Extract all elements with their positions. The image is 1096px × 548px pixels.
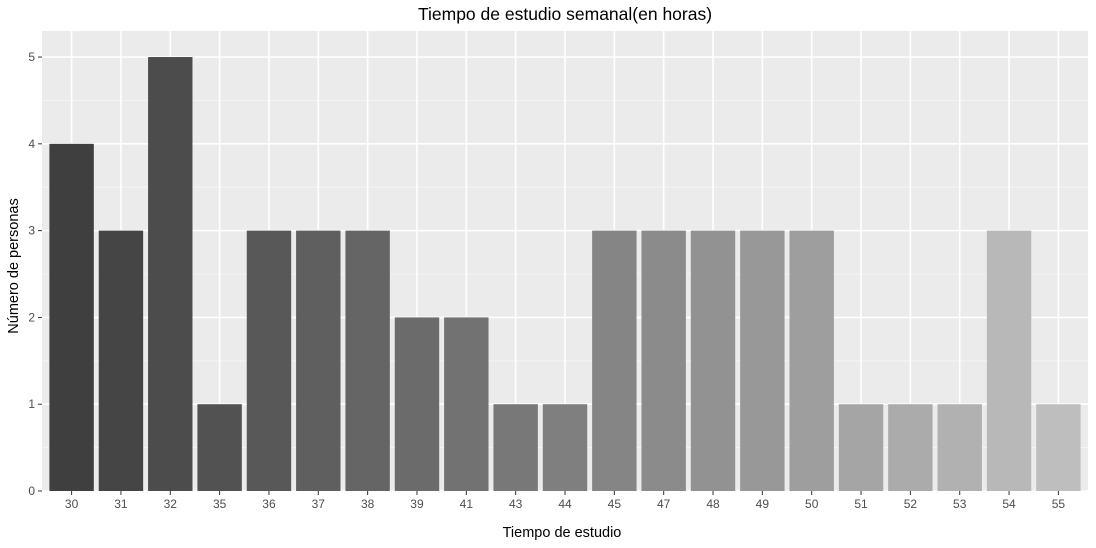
bar <box>542 404 588 491</box>
x-tick-label: 54 <box>1002 497 1016 511</box>
x-tick-label: 37 <box>312 497 326 511</box>
bar <box>1036 404 1081 491</box>
x-tick-label: 31 <box>114 497 128 511</box>
bar <box>888 404 933 491</box>
x-axis-ticks: 30 31 32 35 36 37 38 39 41 43 44 45 47 48 49 50 51 52 53 54… <box>65 491 1065 511</box>
x-tick-label: 41 <box>460 497 474 511</box>
bar <box>838 404 884 491</box>
y-tick-label: 1 <box>28 397 35 411</box>
x-tick-label: 47 <box>657 497 671 511</box>
bar <box>690 230 736 492</box>
bar <box>740 230 785 492</box>
bar <box>986 230 1032 492</box>
y-axis-ticks: 0 1 2 3 4 5 <box>28 50 42 498</box>
bar <box>98 230 144 492</box>
x-axis-title: Tiempo de estudio <box>503 525 622 541</box>
x-tick-label: 45 <box>608 497 622 511</box>
x-tick-label: 38 <box>361 497 375 511</box>
bar <box>394 317 440 491</box>
x-tick-label: 53 <box>953 497 967 511</box>
x-tick-label: 48 <box>706 497 720 511</box>
x-tick-label: 43 <box>509 497 523 511</box>
y-axis-title: Número de personas <box>6 198 22 333</box>
bar <box>246 230 292 492</box>
x-tick-label: 50 <box>805 497 819 511</box>
bar <box>197 404 242 491</box>
x-tick-label: 39 <box>410 497 424 511</box>
chart-title: Tiempo de estudio semanal(en horas) <box>418 4 712 24</box>
bar <box>493 404 538 491</box>
x-tick-label: 32 <box>164 497 178 511</box>
bar <box>444 317 489 491</box>
bar <box>296 230 341 492</box>
y-tick-label: 0 <box>28 484 35 498</box>
x-tick-label: 44 <box>558 497 572 511</box>
y-tick-label: 5 <box>28 50 35 64</box>
bar <box>592 230 637 492</box>
x-tick-label: 49 <box>756 497 770 511</box>
x-tick-label: 52 <box>904 497 918 511</box>
bar <box>641 230 686 492</box>
y-tick-label: 3 <box>28 224 35 238</box>
bar <box>148 57 193 492</box>
x-tick-label: 55 <box>1052 497 1066 511</box>
y-tick-label: 2 <box>28 310 35 324</box>
x-tick-label: 36 <box>262 497 276 511</box>
y-tick-label: 4 <box>28 137 35 151</box>
bar <box>937 404 982 491</box>
bar <box>345 230 390 492</box>
x-tick-label: 51 <box>854 497 868 511</box>
x-tick-label: 30 <box>65 497 79 511</box>
bars <box>49 57 1081 492</box>
bar <box>49 143 94 491</box>
bar <box>789 230 834 492</box>
x-tick-label: 35 <box>213 497 227 511</box>
